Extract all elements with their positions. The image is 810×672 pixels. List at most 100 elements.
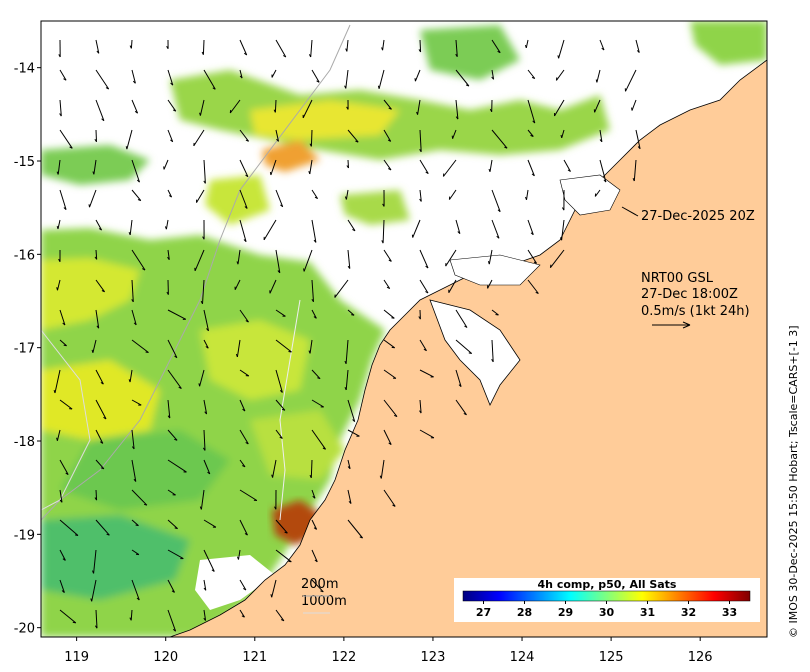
current-vector <box>203 519 217 528</box>
current-vector-head <box>203 180 206 184</box>
current-vector-head <box>56 437 58 441</box>
current-vector-head <box>94 625 98 629</box>
current-vector-head <box>100 381 104 385</box>
current-vector-head <box>170 139 174 143</box>
current-vector-head <box>243 239 247 243</box>
current-vector <box>526 189 529 200</box>
current-vector-head <box>379 475 382 479</box>
current-vector <box>527 279 539 294</box>
current-vector-head <box>425 265 429 269</box>
current-vector <box>419 339 427 351</box>
current-vector <box>59 579 65 593</box>
current-vector-head <box>203 587 207 591</box>
current-vector <box>199 99 205 116</box>
current-vector <box>95 249 98 260</box>
current-vector <box>347 459 351 469</box>
current-vector-head <box>245 320 249 323</box>
sst-field <box>41 228 385 637</box>
current-vector-head <box>419 149 422 153</box>
current-vector <box>202 279 205 304</box>
current-vector-head <box>279 436 283 439</box>
current-vector <box>419 249 429 269</box>
current-vector <box>131 309 137 326</box>
colorbar: 4h comp, p50, All Sats 27 28 29 30 31 32 33 <box>454 578 760 622</box>
current-vector <box>167 249 170 260</box>
current-vector-head <box>309 474 312 479</box>
x-tick-label: 123 <box>421 650 446 665</box>
current-vector-head <box>237 556 239 560</box>
current-vector <box>263 219 277 241</box>
current-vector <box>347 519 363 539</box>
current-vector-head <box>632 178 635 182</box>
colorbar-gradient <box>462 590 751 602</box>
current-vector-head <box>277 270 281 274</box>
current-vector <box>131 519 139 526</box>
current-vector <box>599 159 607 183</box>
current-vector-head <box>381 240 384 244</box>
current-vector <box>554 99 565 117</box>
current-vector <box>131 99 139 114</box>
current-vector-head <box>497 209 501 213</box>
current-vector <box>130 39 133 49</box>
current-label-3: 0.5m/s (1kt 24h) <box>641 304 750 319</box>
current-vector <box>167 489 176 496</box>
current-vector <box>59 549 66 561</box>
current-scale-arrow <box>652 321 691 329</box>
current-vector-head <box>468 352 472 354</box>
current-vector-head <box>270 594 273 598</box>
current-vector <box>95 219 103 231</box>
current-vector-head <box>347 466 351 470</box>
current-vector <box>310 39 313 58</box>
current-vector <box>199 369 205 387</box>
current-vector-head <box>455 53 458 57</box>
current-vector <box>163 159 169 170</box>
current-vector-head <box>531 173 535 177</box>
current-vector <box>59 189 67 210</box>
current-vector-head <box>288 351 292 353</box>
current-vector-head <box>388 107 392 110</box>
current-vector <box>633 159 637 182</box>
current-vector-head <box>345 48 348 52</box>
current-vector <box>272 459 277 478</box>
contour-label-200m: 200m <box>301 577 338 592</box>
current-vector-head <box>202 447 206 451</box>
current-vector-head <box>74 534 79 536</box>
current-vector <box>167 129 174 142</box>
colorbar-tick-label: 32 <box>681 606 696 619</box>
current-vector <box>131 159 140 183</box>
x-tick-label: 122 <box>331 650 356 665</box>
current-vector-head <box>53 389 56 394</box>
current-vector <box>239 519 248 536</box>
current-vector <box>167 369 182 389</box>
current-vector <box>95 489 98 501</box>
x-tick-label: 124 <box>510 650 535 665</box>
current-vector-head <box>271 474 274 478</box>
current-vector <box>275 369 283 393</box>
x-tick-label: 126 <box>688 650 713 665</box>
current-vector <box>383 429 392 445</box>
current-vector <box>239 309 249 323</box>
current-vector <box>594 99 601 113</box>
current-vector <box>239 129 249 142</box>
current-vector <box>311 189 319 199</box>
current-vector <box>59 69 67 81</box>
current-vector-head <box>637 146 641 150</box>
current-vector <box>382 219 385 244</box>
current-vector <box>239 369 250 377</box>
current-vector <box>383 99 392 110</box>
current-vector <box>383 279 391 289</box>
current-vector <box>448 189 457 200</box>
current-vector-head <box>167 256 170 260</box>
current-vector-head <box>457 231 461 234</box>
current-vector <box>131 579 140 601</box>
colorbar-tick-label: 33 <box>722 606 737 619</box>
current-vector <box>347 159 349 169</box>
current-vector <box>269 279 277 294</box>
current-vector-head <box>636 50 640 53</box>
current-vector-head <box>212 87 216 90</box>
current-vector-head <box>129 45 132 49</box>
current-vector-head <box>495 314 499 316</box>
current-vector <box>89 189 97 208</box>
current-vector <box>59 339 67 347</box>
current-vector-head <box>308 350 311 354</box>
